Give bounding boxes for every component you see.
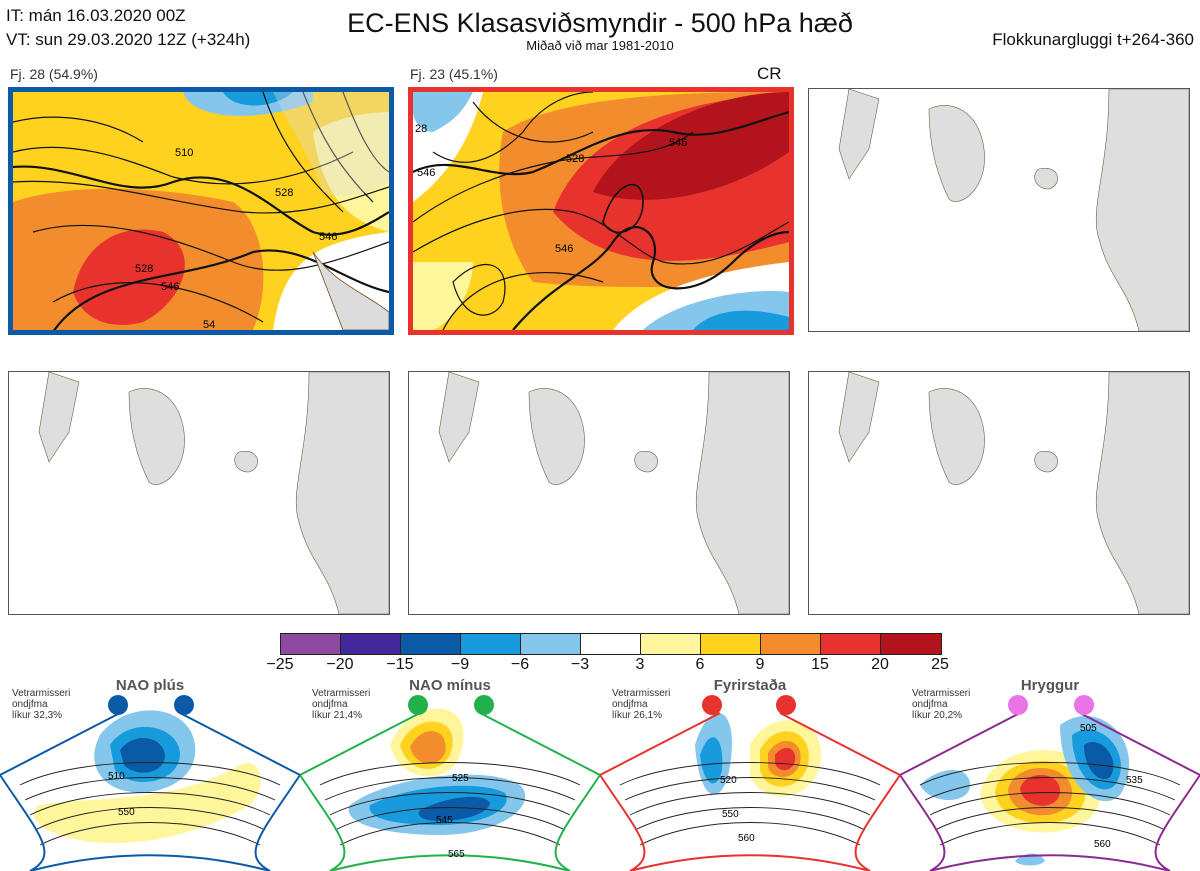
cluster-panel-2[interactable]: 528 546 546 28 546 — [408, 87, 794, 335]
colorbar-tick-label: 25 — [931, 656, 949, 673]
regime-map-nao-minus: 525 545 565 — [300, 695, 600, 871]
cluster-panel-1[interactable]: 510 528 528 546 546 54 — [8, 87, 394, 335]
colorbar — [280, 633, 942, 655]
colorbar-tick-label: −9 — [450, 656, 470, 673]
regime-contour-label: 550 — [118, 807, 135, 818]
regime-ridge: 505 535 560 Hryggur Vetrarmisseri ondjfm… — [900, 675, 1200, 871]
regime-contour-label: 550 — [722, 809, 739, 820]
empty-map-6 — [838, 372, 1189, 614]
initial-time: IT: mán 16.03.2020 00Z — [6, 6, 186, 25]
cluster-panel-4 — [8, 371, 390, 615]
colorbar-swatch — [881, 634, 941, 654]
colorbar-swatch — [761, 634, 821, 654]
colorbar-swatch — [521, 634, 581, 654]
colorbar-tick-label: −3 — [570, 656, 590, 673]
regime-info-months: ondjfma — [912, 699, 948, 710]
cluster-panel-6 — [808, 371, 1190, 615]
panel-1-contour-label: 528 — [135, 263, 153, 275]
panel-2-contour-label: 546 — [417, 167, 435, 179]
regime-info-months: ondjfma — [12, 699, 48, 710]
regime-name: Fyrirstaða — [713, 677, 787, 694]
regime-nao-minus: 525 545 565 NAO mínus Vetrarmisseri ondj… — [300, 675, 600, 871]
regime-blocking: 520 550 560 Fyrirstaða Vetrarmisseri ond… — [600, 675, 900, 871]
classification-window: Flokkunargluggi t+264-360 — [992, 30, 1194, 49]
colorbar-swatch — [821, 634, 881, 654]
colorbar-tick-label: −20 — [326, 656, 354, 673]
panel-2-contour-label: 28 — [415, 123, 427, 135]
cluster-panel-3 — [808, 88, 1190, 332]
regime-info-probability: líkur 32,3% — [12, 710, 63, 721]
regime-info: Vetrarmisseri ondjfma líkur 32,3% — [12, 688, 70, 721]
colorbar-tick-label: 9 — [755, 656, 765, 673]
regime-name: Hryggur — [1020, 677, 1080, 694]
panel-2-contour-label: 546 — [669, 137, 687, 149]
empty-map-4 — [38, 372, 389, 614]
valid-time: VT: sun 29.03.2020 12Z (+324h) — [6, 30, 251, 49]
panel-1-contour-label: 546 — [161, 281, 179, 293]
regime-info-probability: líkur 20,2% — [912, 710, 963, 721]
cluster-map-2: 528 546 546 28 546 — [413, 92, 789, 330]
regime-info-probability: líkur 21,4% — [312, 710, 363, 721]
colorbar-swatch — [461, 634, 521, 654]
colorbar-tick-label: −25 — [266, 656, 294, 673]
colorbar-swatch — [281, 634, 341, 654]
panel-1-contour-label: 528 — [275, 187, 293, 199]
regime-info-season: Vetrarmisseri — [612, 688, 671, 699]
regime-map-nao-plus: 510 550 — [0, 695, 300, 871]
panel-2-label: Fj. 23 (45.1%) — [410, 66, 498, 82]
regime-nao-plus: 510 550 NAO plús Vetrarmisseri ondjfma l… — [0, 675, 300, 871]
colorbar-tick-label: 15 — [811, 656, 829, 673]
panel-1-contour-label: 54 — [203, 319, 215, 330]
page-subtitle: Miðað við mar 1981-2010 — [526, 38, 674, 53]
colorbar-tick-label: −15 — [386, 656, 414, 673]
colorbar-swatch — [401, 634, 461, 654]
colorbar-tick-label: −6 — [510, 656, 530, 673]
panel-2-contour-label: 546 — [555, 243, 573, 255]
colorbar-tick-label: 6 — [695, 656, 705, 673]
regime-contour-label: 545 — [436, 815, 453, 826]
regime-contour-label: 560 — [1094, 839, 1111, 850]
panel-1-contour-label: 546 — [319, 231, 337, 243]
colorbar-tick-label: 3 — [635, 656, 645, 673]
regime-contour-label: 560 — [738, 833, 755, 844]
regime-contour-label: 525 — [452, 773, 469, 784]
regime-info: Vetrarmisseri ondjfma líkur 20,2% — [912, 688, 970, 721]
regime-map-blocking: 520 550 560 — [600, 695, 900, 871]
regime-name: NAO mínus — [409, 677, 491, 694]
regime-info: Vetrarmisseri ondjfma líkur 21,4% — [312, 688, 370, 721]
regime-info-season: Vetrarmisseri — [12, 688, 71, 699]
regime-info-season: Vetrarmisseri — [312, 688, 371, 699]
colorbar-swatch — [341, 634, 401, 654]
regime-contour-label: 535 — [1126, 775, 1143, 786]
regime-info-season: Vetrarmisseri — [912, 688, 971, 699]
page-title: EC-ENS Klasasviðsmyndir - 500 hPa hæð — [347, 8, 853, 38]
panel-1-label: Fj. 28 (54.9%) — [10, 66, 98, 82]
regime-info: Vetrarmisseri ondjfma líkur 26,1% — [612, 688, 670, 721]
empty-map-3 — [838, 89, 1189, 331]
regime-info-probability: líkur 26,1% — [612, 710, 663, 721]
regime-contour-label: 565 — [448, 849, 465, 860]
colorbar-tick-label: 20 — [871, 656, 889, 673]
regime-contour-label: 520 — [720, 775, 737, 786]
cluster-panel-5 — [408, 371, 790, 615]
regime-info-months: ondjfma — [312, 699, 348, 710]
empty-map-5 — [438, 372, 789, 614]
regime-info-months: ondjfma — [612, 699, 648, 710]
regime-contour-label: 505 — [1080, 723, 1097, 734]
regime-contour-label: 510 — [108, 771, 125, 782]
cluster-map-1: 510 528 528 546 546 54 — [13, 92, 389, 330]
panel-2-tag: CR — [757, 64, 782, 83]
regime-name: NAO plús — [115, 677, 185, 694]
panel-1-contour-label: 510 — [175, 147, 193, 159]
regime-map-ridge: 505 535 560 — [900, 695, 1200, 871]
panel-2-contour-label: 528 — [566, 153, 584, 165]
colorbar-swatch — [581, 634, 641, 654]
colorbar-swatch — [641, 634, 701, 654]
colorbar-swatch — [701, 634, 761, 654]
